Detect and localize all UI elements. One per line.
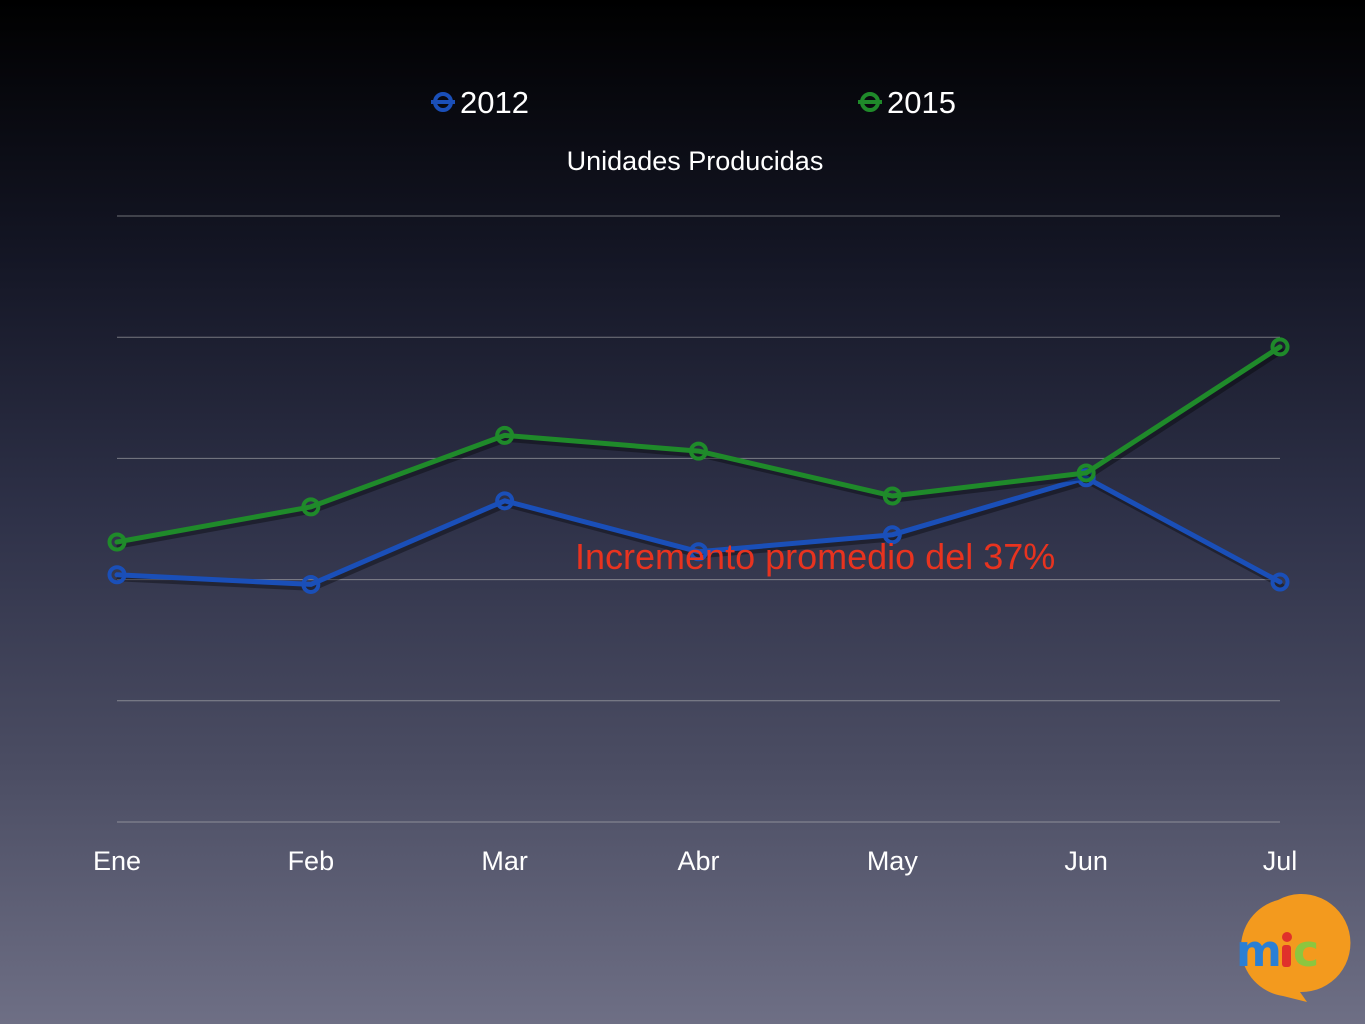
legend-item-2012: 2012	[431, 85, 529, 120]
x-tick-label: Jul	[1263, 846, 1298, 876]
logo-i-stem	[1282, 945, 1291, 967]
series-line-2012	[114, 475, 1283, 587]
data-point-2012-abr	[689, 542, 708, 562]
legend-item-2015: 2015	[858, 85, 956, 120]
series-group	[107, 337, 1290, 594]
data-point-2012-jul	[1270, 572, 1290, 592]
x-tick-label: Abr	[677, 846, 719, 876]
data-point-2015-mar	[495, 425, 515, 445]
data-point-2015-jul	[1270, 337, 1290, 357]
series-line-2015	[114, 344, 1283, 545]
x-axis-ticks: Ene Feb Mar Abr May Jun Jul	[93, 846, 1297, 876]
legend-label: 2012	[460, 85, 529, 120]
grid-lines	[117, 215, 1280, 823]
data-point-2015-jun	[1076, 463, 1096, 483]
x-tick-label: Ene	[93, 846, 141, 876]
x-tick-label: Jun	[1064, 846, 1108, 876]
logo-c-letter: c	[1293, 926, 1319, 977]
data-point-2012-ene	[107, 565, 127, 585]
chart-legend: 2012 2015	[431, 85, 956, 120]
series-shadow-2015	[116, 348, 1285, 549]
logo-m-letter: m	[1236, 926, 1282, 977]
legend-label: 2015	[887, 85, 956, 120]
chart-title: Unidades Producidas	[567, 146, 824, 176]
logo-i-dot	[1282, 932, 1292, 942]
data-point-2012-mar	[495, 491, 515, 511]
data-point-2015-abr	[689, 441, 708, 461]
data-point-2015-ene	[107, 532, 127, 552]
x-tick-label: Mar	[481, 846, 528, 876]
logo-bubble-shape	[1241, 894, 1351, 1002]
increase-annotation: Incremento promedio del 37%	[575, 536, 1055, 577]
data-point-2015-may	[882, 486, 902, 506]
data-point-2015-feb	[301, 497, 321, 517]
legend-swatch-marker	[433, 92, 453, 112]
data-point-2012-may	[882, 525, 902, 545]
legend-swatch-marker	[860, 92, 880, 112]
x-tick-label: Feb	[288, 846, 335, 876]
mic-logo-icon: m c	[1236, 894, 1351, 1002]
data-point-2012-feb	[301, 574, 321, 594]
x-tick-label: May	[867, 846, 919, 876]
